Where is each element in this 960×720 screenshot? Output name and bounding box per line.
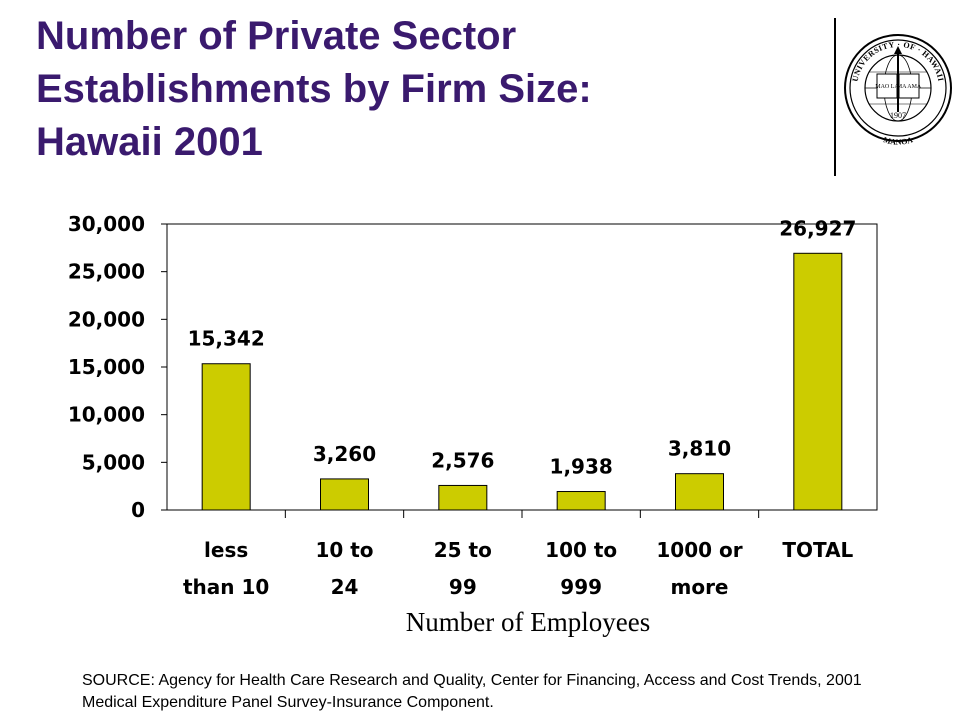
title-line-1: Number of Private Sector — [36, 14, 517, 58]
category-label: more — [670, 575, 728, 599]
y-tick-label: 25,000 — [68, 260, 145, 284]
x-axis-title: Number of Employees — [406, 607, 650, 637]
data-label: 15,342 — [188, 327, 265, 351]
seal-bottom-text: MANOA — [882, 135, 914, 147]
category-label: 999 — [560, 575, 602, 599]
category-label: 10 to — [315, 538, 373, 562]
y-tick-label: 15,000 — [68, 355, 145, 379]
data-label: 3,260 — [313, 442, 376, 466]
category-label: 25 to — [434, 538, 492, 562]
bar — [201, 363, 251, 511]
source-note: SOURCE: Agency for Health Care Research … — [82, 672, 862, 711]
svg-text:MANOA: MANOA — [882, 135, 914, 147]
bar-chart: 0 5,000 10,000 15,000 20,000 25,000 30,000 15,3… — [68, 212, 878, 637]
y-tick-label: 0 — [131, 498, 145, 522]
bar — [675, 473, 724, 511]
seal-book-left: MAO LA — [875, 84, 899, 90]
seal-year: 1907 — [890, 111, 906, 120]
y-tick-label: 30,000 — [68, 212, 145, 236]
title-line-2: Establishments by Firm Size: — [36, 67, 592, 111]
y-tick-label: 10,000 — [68, 403, 145, 427]
category-label: 1000 or — [656, 538, 742, 562]
university-seal-logo: MAO LA MA AMA UNIVERSITY · OF · HAWAII 1… — [844, 34, 952, 147]
data-label: 2,576 — [431, 448, 494, 472]
category-label: 99 — [449, 575, 477, 599]
category-label: 100 to — [545, 538, 617, 562]
seal-book-right: MA AMA — [897, 84, 922, 90]
category-label: TOTAL — [782, 538, 853, 562]
slide-title: Number of Private Sector Establishments … — [36, 10, 756, 169]
data-label: 26,927 — [779, 216, 856, 240]
title-line-3: Hawaii 2001 — [36, 120, 263, 164]
bar — [438, 484, 488, 511]
category-label: than 10 — [183, 575, 269, 599]
category-label: less — [204, 538, 248, 562]
data-label: 3,810 — [668, 437, 731, 461]
y-tick-label: 5,000 — [82, 450, 145, 474]
bar — [793, 252, 843, 511]
bar — [556, 491, 606, 511]
bar — [320, 478, 369, 511]
vertical-divider — [834, 18, 836, 176]
y-tick-label: 20,000 — [68, 307, 145, 331]
data-label: 1,938 — [550, 455, 613, 479]
category-label: 24 — [331, 575, 359, 599]
plot-area-frame — [166, 223, 878, 511]
